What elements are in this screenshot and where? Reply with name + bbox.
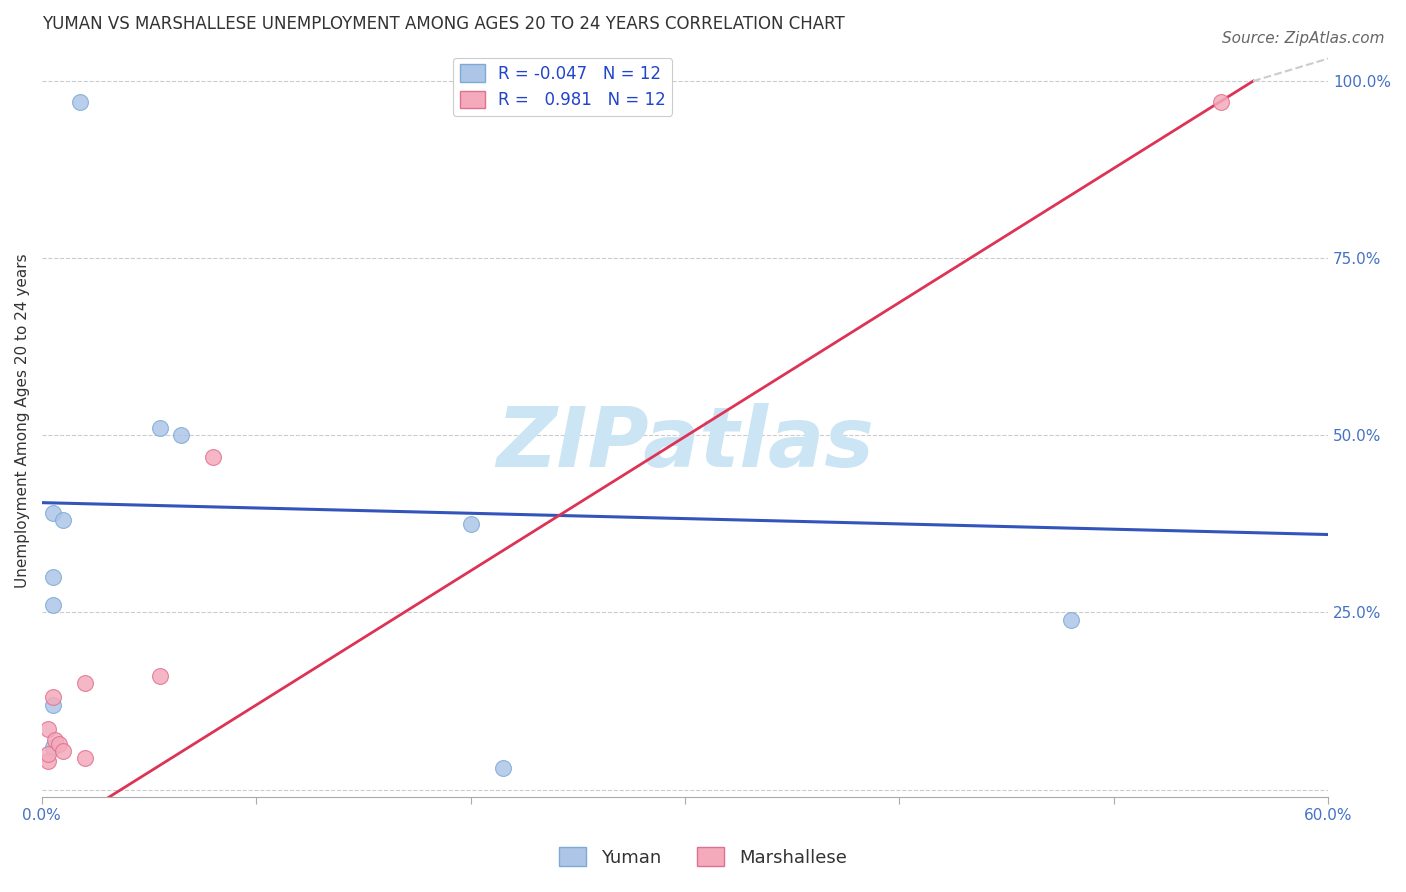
Point — [52, 513, 75, 527]
Point — [73, 750, 96, 764]
Text: YUMAN VS MARSHALLESE UNEMPLOYMENT AMONG AGES 20 TO 24 YEARS CORRELATION CHART: YUMAN VS MARSHALLESE UNEMPLOYMENT AMONG … — [42, 15, 845, 33]
Point — [41, 570, 63, 584]
Point — [44, 733, 66, 747]
Point — [149, 421, 172, 435]
Point — [41, 599, 63, 613]
Point — [69, 95, 91, 110]
Legend: Yuman, Marshallese: Yuman, Marshallese — [553, 840, 853, 874]
Point — [48, 737, 70, 751]
Point — [1209, 95, 1232, 110]
Point — [202, 450, 225, 464]
Text: ZIPatlas: ZIPatlas — [496, 403, 875, 484]
Y-axis label: Unemployment Among Ages 20 to 24 years: Unemployment Among Ages 20 to 24 years — [15, 254, 30, 589]
Point — [170, 428, 193, 442]
Point — [52, 744, 75, 758]
Point — [41, 506, 63, 520]
Point — [41, 740, 63, 755]
Point — [1060, 613, 1083, 627]
Point — [41, 690, 63, 705]
Point — [492, 761, 515, 775]
Point — [37, 723, 59, 737]
Point — [149, 669, 172, 683]
Point — [37, 747, 59, 761]
Text: Source: ZipAtlas.com: Source: ZipAtlas.com — [1222, 31, 1385, 46]
Point — [73, 676, 96, 690]
Point — [37, 754, 59, 768]
Point — [460, 516, 482, 531]
Point — [41, 698, 63, 712]
Legend: R = -0.047   N = 12, R =   0.981   N = 12: R = -0.047 N = 12, R = 0.981 N = 12 — [453, 58, 672, 116]
